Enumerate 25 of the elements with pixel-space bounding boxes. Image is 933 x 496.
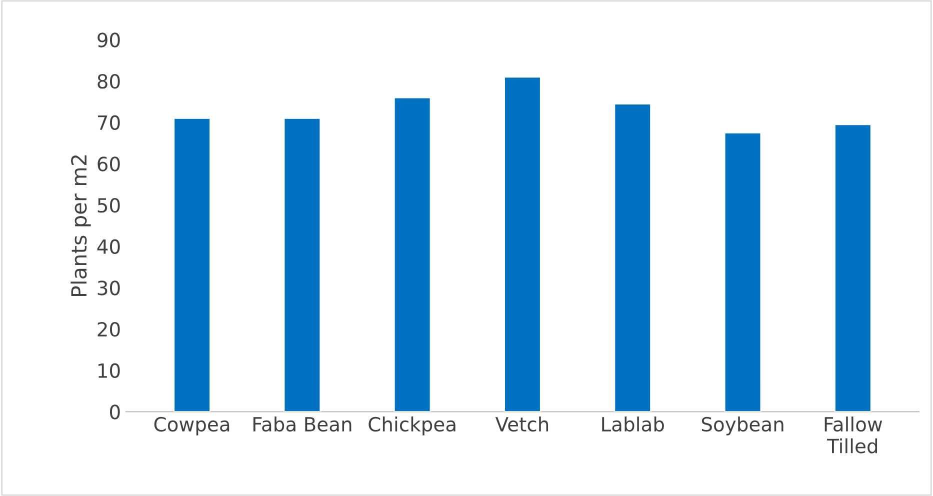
bar <box>834 124 872 412</box>
x-tick-label: Lablab <box>602 416 664 432</box>
y-tick-label: 20 <box>98 322 120 337</box>
bar <box>283 118 322 412</box>
y-tick-label: 70 <box>98 115 120 130</box>
bar <box>393 96 432 412</box>
y-tick-label: 60 <box>98 156 120 172</box>
y-tick-label: 40 <box>97 239 120 254</box>
y-tick-label: 30 <box>98 280 120 296</box>
bar <box>614 103 652 412</box>
y-tick-label: 10 <box>98 363 120 378</box>
x-tick-label: Faba Bean <box>253 416 352 432</box>
y-tick-label: 50 <box>98 198 120 213</box>
x-tick-label: Fallow Tilled <box>824 416 882 454</box>
x-tick-label: Cowpea <box>154 416 230 436</box>
y-axis-title: Plants per m2 <box>70 155 91 296</box>
y-tick-label: 80 <box>98 74 120 89</box>
bar <box>504 76 542 412</box>
x-tick-label: Vetch <box>495 416 548 432</box>
bar <box>173 118 211 412</box>
y-tick-label: 90 <box>98 32 120 48</box>
x-tick-label: Chickpea <box>368 416 456 436</box>
y-tick-label: 0 <box>110 404 120 420</box>
bar <box>724 132 762 412</box>
x-tick-label: Soybean <box>702 416 784 436</box>
